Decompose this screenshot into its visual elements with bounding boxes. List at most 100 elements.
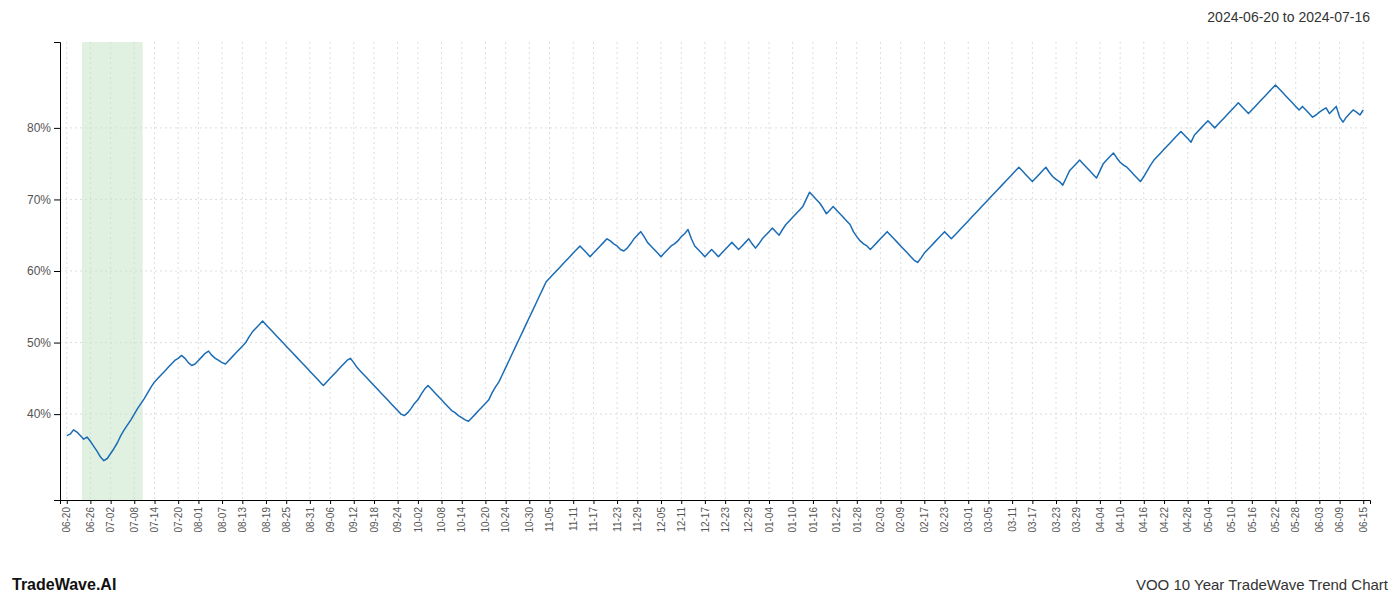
x-tick-label: 04-28 [1182, 507, 1193, 533]
y-axis: 40%50%60%70%80% [27, 43, 61, 501]
x-tick: 05-28 [1290, 500, 1301, 533]
grid-line-x [1275, 42, 1276, 500]
x-tick-label: 03-29 [1071, 507, 1082, 533]
x-tick-mark [418, 500, 419, 504]
x-tick-mark [1164, 500, 1165, 504]
grid-line-x [1187, 42, 1188, 500]
grid-line-x [461, 42, 462, 500]
x-tick-mark [617, 500, 618, 504]
x-tick: 02-03 [875, 500, 886, 533]
x-tick-label: 03-17 [1027, 507, 1038, 533]
highlight-span [82, 42, 143, 500]
x-tick-label: 11-05 [544, 507, 555, 532]
x-tick-mark [749, 500, 750, 504]
x-tick-label: 05-04 [1203, 507, 1214, 533]
grid-line-x [1319, 42, 1320, 500]
x-tick-label: 11-11 [568, 507, 579, 532]
x-tick: 07-14 [149, 500, 160, 533]
x-tick-mark [968, 500, 969, 504]
grid-line-x [856, 42, 857, 500]
x-tick-label: 04-04 [1095, 507, 1106, 533]
x-tick: 10-08 [436, 500, 447, 533]
grid-line-x [1143, 42, 1144, 500]
x-tick: 11-11 [568, 500, 579, 531]
x-tick-label: 09-12 [348, 507, 359, 533]
grid-line-x [637, 42, 638, 500]
x-tick-mark [1032, 500, 1033, 504]
y-axis-line [54, 43, 61, 501]
x-tick-label: 07-14 [149, 507, 160, 533]
y-tick-mark [54, 199, 60, 200]
x-tick-label: 01-28 [852, 507, 863, 533]
x-tick-mark [1144, 500, 1145, 504]
y-tick-mark [54, 414, 60, 415]
x-tick: 12-29 [743, 500, 754, 533]
grid-line-x [309, 42, 310, 500]
y-tick: 40% [27, 407, 60, 421]
grid-line-y [60, 199, 1370, 200]
x-tick: 10-14 [456, 500, 467, 533]
x-tick: 01-04 [764, 500, 775, 533]
chart-container: 06-2006-2607-0207-0807-1407-2008-0108-07… [0, 0, 1400, 600]
x-tick: 11-05 [544, 500, 555, 532]
x-tick-label: 08-01 [193, 507, 204, 533]
x-tick-mark [242, 500, 243, 504]
x-tick: 12-23 [720, 500, 731, 533]
x-tick: 11-23 [612, 500, 623, 532]
grid-line-x [373, 42, 374, 500]
footer-right: VOO 10 Year TradeWave Trend Chart [1136, 576, 1389, 593]
plot-area [67, 42, 1363, 500]
grid-line-x [485, 42, 486, 500]
x-tick-mark [155, 500, 156, 504]
grid-line-x [924, 42, 925, 500]
y-tick-label: 40% [27, 407, 51, 421]
grid-line-x [242, 42, 243, 500]
x-tick-mark [837, 500, 838, 504]
x-tick-label: 02-17 [919, 507, 930, 533]
x-tick-mark [462, 500, 463, 504]
x-tick: 08-07 [217, 500, 228, 533]
grid-line-x [1120, 42, 1121, 500]
x-tick-mark [178, 500, 179, 504]
x-tick-mark [769, 500, 770, 504]
x-tick-mark [310, 500, 311, 504]
grid-line-x [529, 42, 530, 500]
x-tick-mark [330, 500, 331, 504]
x-tick-label: 07-08 [129, 507, 140, 533]
x-tick-label: 10-24 [500, 507, 511, 533]
y-tick: 80% [27, 121, 60, 135]
x-tick-mark [198, 500, 199, 504]
x-tick: 04-10 [1115, 500, 1126, 533]
x-tick-mark [661, 500, 662, 504]
x-tick-mark [1275, 500, 1276, 504]
x-tick-label: 12-29 [743, 507, 754, 533]
x-tick-label: 04-16 [1138, 507, 1149, 533]
x-tick: 12-05 [656, 500, 667, 533]
grid-line-x [704, 42, 705, 500]
x-tick: 10-24 [500, 500, 511, 533]
x-tick: 04-28 [1182, 500, 1193, 533]
x-tick-mark [266, 500, 267, 504]
y-tick: 50% [27, 336, 60, 350]
grid-line-x [265, 42, 266, 500]
x-tick: 09-18 [369, 500, 380, 533]
x-tick-mark [813, 500, 814, 504]
x-tick: 09-06 [325, 500, 336, 533]
grid-line-y [60, 127, 1370, 128]
x-tick-mark [901, 500, 902, 504]
x-tick-mark [529, 500, 530, 504]
x-tick-mark [1188, 500, 1189, 504]
x-tick: 03-23 [1051, 500, 1062, 533]
x-tick: 03-01 [963, 500, 974, 533]
grid-line-x [968, 42, 969, 500]
y-tick: 70% [27, 193, 60, 207]
x-tick-mark [111, 500, 112, 504]
x-tick-mark [573, 500, 574, 504]
x-tick-label: 05-16 [1247, 507, 1258, 533]
x-tick-label: 12-11 [676, 507, 687, 532]
x-tick-label: 08-25 [281, 507, 292, 533]
grid-line-x [330, 42, 331, 500]
x-tick-label: 07-02 [105, 507, 116, 533]
x-tick-mark [924, 500, 925, 504]
x-tick-mark [1252, 500, 1253, 504]
